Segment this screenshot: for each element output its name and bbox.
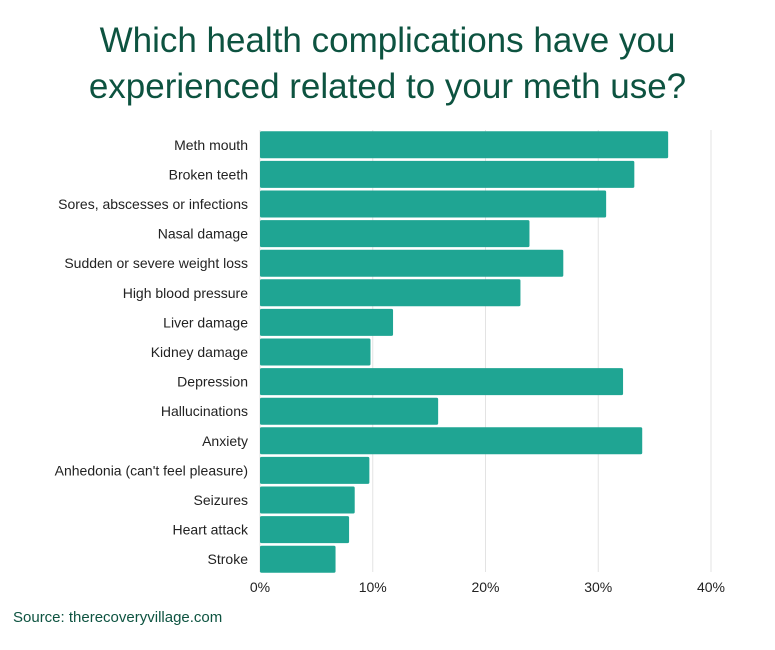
x-tick-label: 0% — [250, 579, 270, 595]
bar — [260, 368, 624, 396]
category-label: Stroke — [208, 551, 249, 567]
bar — [260, 427, 643, 455]
bar — [260, 279, 521, 307]
bar — [260, 516, 350, 544]
bars — [260, 131, 669, 573]
bar — [260, 486, 355, 514]
category-label: Liver damage — [163, 314, 248, 330]
category-label: Nasal damage — [158, 226, 248, 242]
bar — [260, 190, 607, 218]
x-tick-label: 30% — [584, 579, 612, 595]
bar — [260, 249, 564, 277]
category-label: Meth mouth — [174, 137, 248, 153]
x-tick-label: 40% — [697, 579, 725, 595]
bar — [260, 220, 530, 248]
bar — [260, 456, 370, 484]
bar — [260, 308, 394, 336]
bar — [260, 397, 439, 425]
source-note: Source: therecoveryvillage.com — [13, 609, 223, 626]
x-tick-label: 10% — [359, 579, 387, 595]
bar — [260, 160, 635, 188]
category-label: Broken teeth — [169, 166, 248, 182]
category-label: Anxiety — [202, 433, 248, 449]
bar — [260, 545, 336, 573]
x-axis-ticks: 0% 10% 20% 30% 40% — [250, 579, 725, 595]
chart-title: Which health complications have you exper… — [88, 21, 687, 106]
x-tick-label: 20% — [471, 579, 499, 595]
category-label: Heart attack — [173, 522, 249, 538]
category-label: Sudden or severe weight loss — [64, 255, 248, 271]
bar — [260, 131, 669, 159]
category-label: Hallucinations — [161, 403, 248, 419]
category-label: Kidney damage — [151, 344, 249, 360]
category-label: Anhedonia (can't feel pleasure) — [55, 462, 248, 478]
category-label: Seizures — [194, 492, 248, 508]
category-label: Depression — [177, 374, 248, 390]
category-labels: Meth mouth Broken teeth Sores, abscesses o… — [55, 137, 249, 567]
category-label: Sores, abscesses or infections — [58, 196, 248, 212]
bar — [260, 338, 371, 366]
category-label: High blood pressure — [123, 285, 249, 301]
